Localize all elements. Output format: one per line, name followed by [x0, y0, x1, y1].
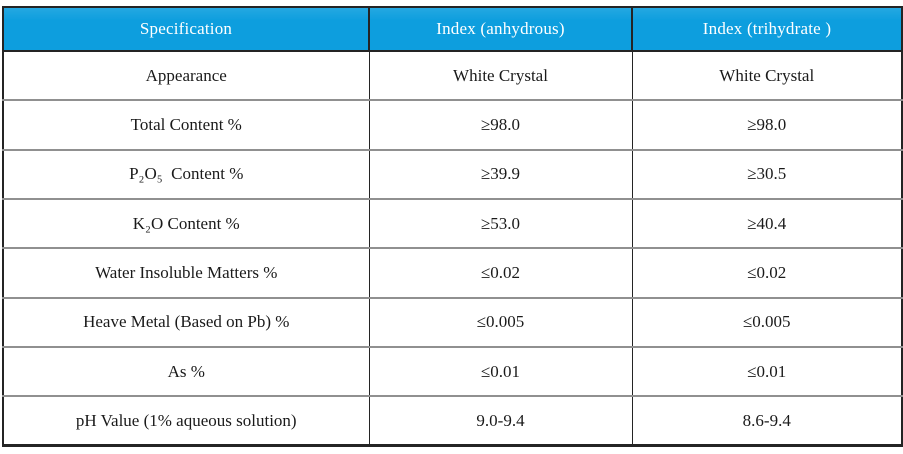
- col-header-index-trihydrate: Index (trihydrate ): [631, 7, 903, 52]
- spec-cell: Heave Metal (Based on Pb) %: [2, 296, 370, 348]
- table-row-p2o5-content: P₂O₅ Content % ≥39.9 ≥30.5: [2, 148, 903, 200]
- spec-cell: P₂O₅ Content %: [2, 148, 370, 200]
- table-row-heavy-metal: Heave Metal (Based on Pb) % ≤0.005 ≤0.00…: [2, 296, 903, 348]
- spec-cell: Total Content %: [2, 99, 370, 151]
- trihydrate-value-cell: 8.6-9.4: [631, 395, 903, 446]
- col-header-specification: Specification: [2, 7, 370, 52]
- anhydrous-value-cell: ≤0.005: [368, 296, 633, 348]
- header-row: Specification Index (anhydrous) Index (t…: [2, 7, 903, 52]
- spec-cell: Water Insoluble Matters %: [2, 247, 370, 299]
- anhydrous-value-cell: ≥53.0: [368, 197, 633, 250]
- spec-cell: pH Value (1% aqueous solution): [2, 395, 370, 446]
- table-row-water-insoluble: Water Insoluble Matters % ≤0.02 ≤0.02: [2, 247, 903, 299]
- table-row-k2o-content: K₂O Content % ≥53.0 ≥40.4: [2, 197, 903, 250]
- col-header-index-anhydrous: Index (anhydrous): [368, 7, 633, 52]
- anhydrous-value-cell: ≤0.01: [368, 345, 633, 398]
- table-row-appearance: Appearance White Crystal White Crystal: [2, 51, 903, 102]
- table-row-ph-value: pH Value (1% aqueous solution) 9.0-9.4 8…: [2, 395, 903, 446]
- trihydrate-value-cell: White Crystal: [631, 51, 903, 102]
- table-row-total-content: Total Content % ≥98.0 ≥98.0: [2, 99, 903, 151]
- anhydrous-value-cell: White Crystal: [368, 51, 633, 102]
- spec-cell: Appearance: [2, 51, 370, 102]
- table-row-as: As % ≤0.01 ≤0.01: [2, 345, 903, 398]
- trihydrate-value-cell: ≥40.4: [631, 197, 903, 250]
- spec-cell: As %: [2, 345, 370, 398]
- trihydrate-value-cell: ≤0.02: [631, 247, 903, 299]
- trihydrate-value-cell: ≤0.005: [631, 296, 903, 348]
- anhydrous-value-cell: ≥39.9: [368, 148, 633, 200]
- anhydrous-value-cell: ≥98.0: [368, 99, 633, 151]
- specification-table: Specification Index (anhydrous) Index (t…: [2, 6, 903, 447]
- anhydrous-value-cell: 9.0-9.4: [368, 395, 633, 446]
- trihydrate-value-cell: ≥30.5: [631, 148, 903, 200]
- trihydrate-value-cell: ≤0.01: [631, 345, 903, 398]
- anhydrous-value-cell: ≤0.02: [368, 247, 633, 299]
- spec-cell: K₂O Content %: [2, 197, 370, 250]
- trihydrate-value-cell: ≥98.0: [631, 99, 903, 151]
